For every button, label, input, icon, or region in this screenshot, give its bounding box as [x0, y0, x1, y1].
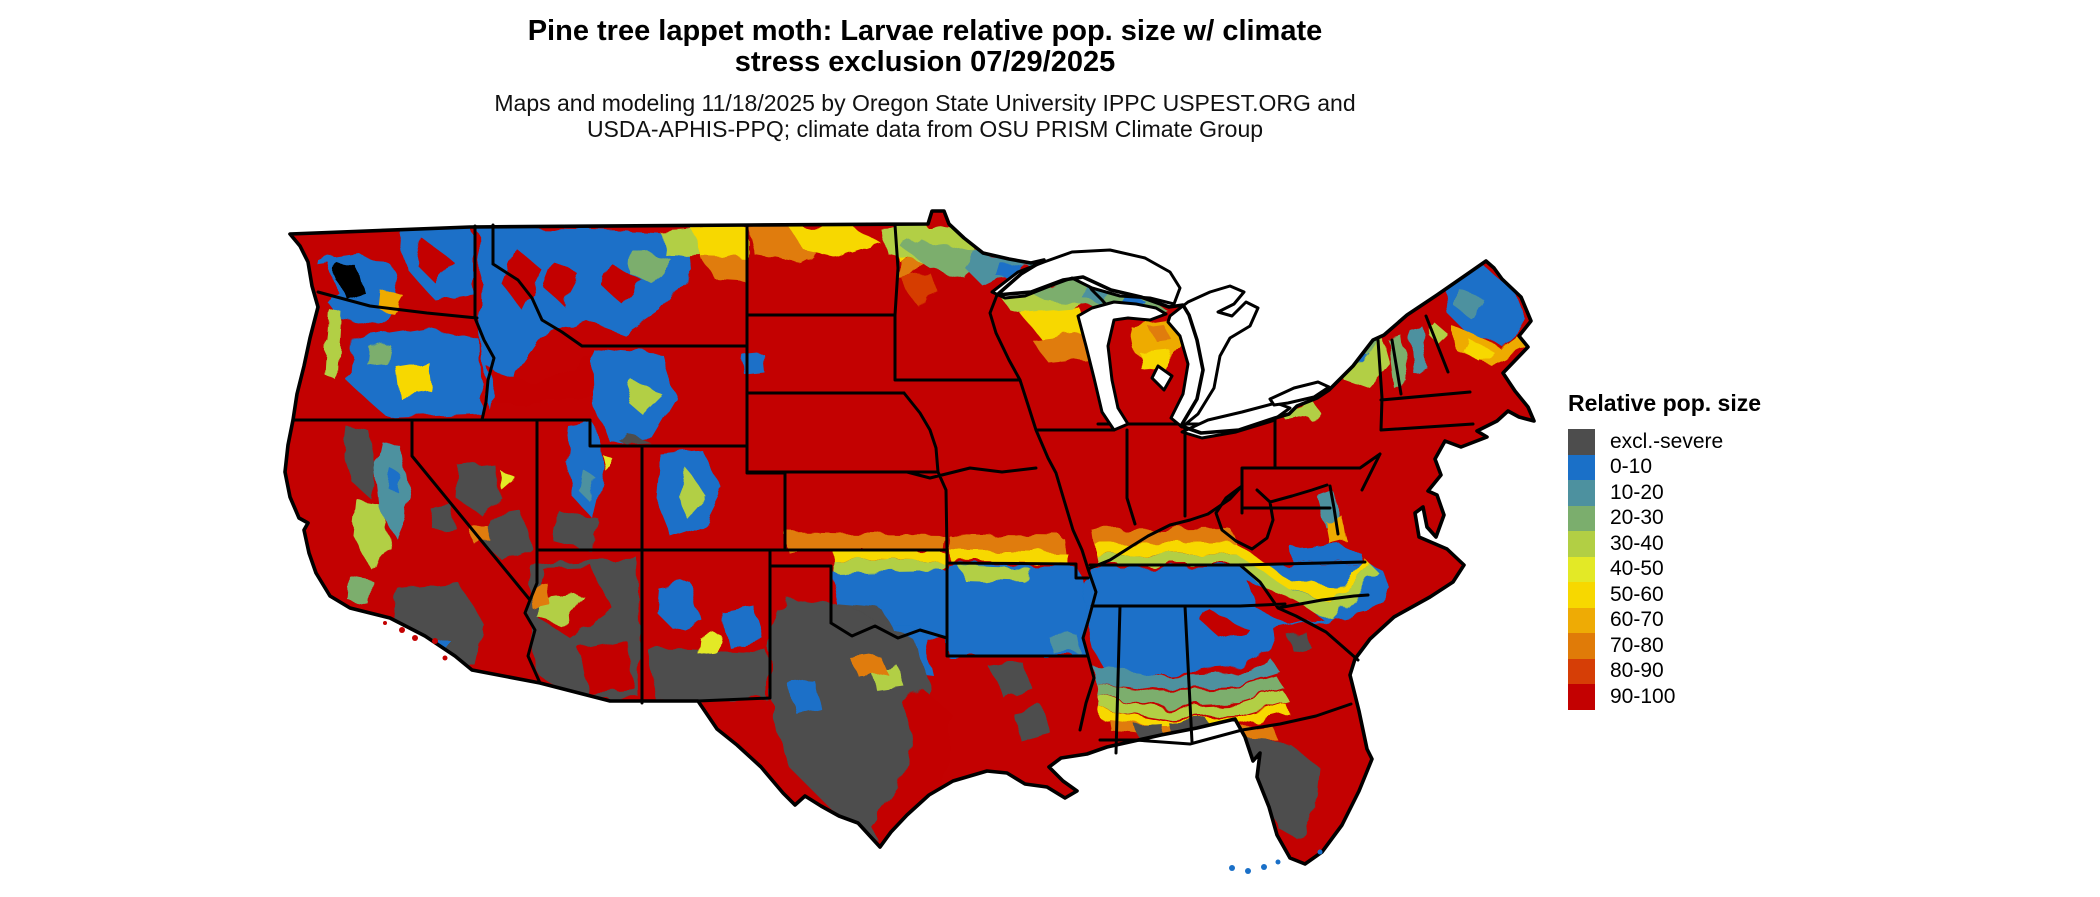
legend-item: 0-10 [1568, 454, 1828, 480]
lake-michigan [1076, 300, 1168, 432]
legend-item: 40-50 [1568, 556, 1828, 582]
legend-label: 80-90 [1610, 659, 1664, 683]
lake-erie [1180, 401, 1292, 440]
page-title: Pine tree lappet moth: Larvae relative p… [0, 16, 1850, 78]
legend-title: Relative pop. size [1568, 390, 1762, 416]
us-risk-map [230, 168, 1545, 892]
legend-swatch-b30 [1568, 531, 1595, 557]
legend-item: 30-40 [1568, 531, 1828, 557]
legend-items: excl.-severe 0-10 10-20 20-30 30-40 40-50 50-6… [1568, 429, 1828, 710]
legend-label: 60-70 [1610, 608, 1664, 632]
legend-swatch-b10 [1568, 480, 1595, 506]
offshore-islands [383, 621, 1323, 874]
map-title-line2: stress exclusion 07/29/2025 [734, 46, 1116, 78]
legend-label: 30-40 [1610, 531, 1664, 555]
legend-label: excl.-severe [1610, 429, 1724, 453]
map-subtitle: Maps and modeling 11/18/2025 by Oregon S… [0, 90, 1850, 142]
map-subtitle-line1: Maps and modeling 11/18/2025 by Oregon S… [494, 90, 1356, 116]
legend-swatch-excl [1568, 429, 1595, 455]
legend-item: 50-60 [1568, 582, 1828, 608]
legend-label: 20-30 [1610, 506, 1664, 530]
legend-item: 80-90 [1568, 658, 1828, 684]
legend-item: 20-30 [1568, 505, 1828, 531]
legend-swatch-b90 [1568, 684, 1595, 710]
legend-label: 90-100 [1610, 684, 1676, 708]
lake-ontario [1268, 380, 1331, 407]
legend-label: 40-50 [1610, 557, 1664, 581]
legend-label: 50-60 [1610, 582, 1664, 606]
us-outline [283, 209, 1536, 866]
legend: Relative pop. size excl.-severe 0-10 10-20… [1568, 390, 1828, 710]
legend-item: 70-80 [1568, 633, 1828, 659]
lake-saginaw-bay [1150, 364, 1174, 392]
legend-label: 10-20 [1610, 480, 1664, 504]
legend-swatch-b40 [1568, 556, 1595, 582]
state-borders [291, 223, 1475, 755]
raster-layer [302, 225, 1526, 844]
legend-item: 60-70 [1568, 607, 1828, 633]
legend-swatch-b0 [1568, 454, 1595, 480]
legend-swatch-b70 [1568, 633, 1595, 659]
legend-item: 10-20 [1568, 480, 1828, 506]
legend-swatch-b80 [1568, 658, 1595, 684]
legend-swatch-b50 [1568, 582, 1595, 608]
us-map-svg [283, 209, 1536, 874]
map-subtitle-line2: USDA-APHIS-PPQ; climate data from OSU PR… [586, 116, 1264, 142]
legend-label: 0-10 [1610, 455, 1653, 479]
legend-swatch-b20 [1568, 505, 1595, 531]
legend-item: 90-100 [1568, 684, 1828, 710]
legend-label: 70-80 [1610, 633, 1664, 657]
florida-keys [1229, 865, 1235, 871]
map-title-line1: Pine tree lappet moth: Larvae relative p… [527, 15, 1323, 47]
legend-swatch-b60 [1568, 607, 1595, 633]
legend-item: excl.-severe [1568, 429, 1828, 455]
